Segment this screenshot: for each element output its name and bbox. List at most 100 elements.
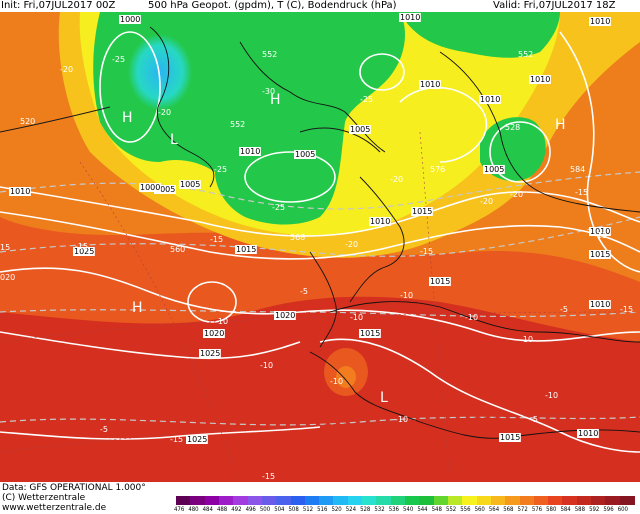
isobar-1025-south (0, 426, 321, 440)
legend-swatch (347, 496, 363, 505)
legend-swatch (519, 496, 535, 505)
pressure-label-bg (529, 75, 551, 84)
isobar-low-cell-3 (359, 53, 405, 91)
pressure-label-bg (294, 150, 316, 159)
pressure-label: 1020 (204, 329, 224, 338)
pressure-label-bg (479, 95, 501, 104)
legend-swatch (390, 496, 406, 505)
pressure-label: 1015 (412, 207, 432, 216)
website: www.wetterzentrale.de (2, 503, 107, 513)
pressure-label-bg (199, 349, 221, 358)
pressure-label-bg (186, 435, 208, 444)
temperature-label: -15 (594, 231, 607, 240)
temperature-label: -30 (262, 87, 275, 96)
pressure-label-bg (483, 165, 505, 174)
legend-swatch (333, 496, 349, 505)
legend-tick: 548 (431, 506, 442, 513)
pressure-label: 1005 (484, 165, 504, 174)
pressure-label-bg (589, 300, 611, 309)
pressure-label-bg (419, 80, 441, 89)
temperature-label: -10 (400, 291, 413, 300)
legend-tick: 568 (503, 506, 514, 513)
pressure-label: 1000 (140, 183, 160, 192)
pressure-label: 1005 (155, 185, 175, 194)
pressure-label: 1005 (295, 150, 315, 159)
legend-swatch (204, 496, 220, 505)
pressure-label-bg (429, 277, 451, 286)
isobar-1020 (0, 267, 640, 342)
coastline-scandinavia (349, 176, 405, 303)
legend-swatch (533, 496, 549, 505)
pressure-label: 1015 (500, 433, 520, 442)
geopot-label: 552 (262, 50, 277, 59)
field-cyan-low (128, 34, 192, 110)
geopot-contours (0, 106, 381, 153)
pressure-label-bg (203, 329, 225, 338)
pressure-label-bg (589, 17, 611, 26)
legend-tick: 560 (474, 506, 485, 513)
geopot-label: 520 (20, 117, 35, 126)
pressure-label: 1000 (120, 15, 140, 24)
legend-tick: 520 (331, 506, 342, 513)
temperature-label: -10 (520, 335, 533, 344)
temperature-label: -25 (360, 95, 373, 104)
legend-tick: 496 (245, 506, 256, 513)
pressure-label: 1010 (240, 147, 260, 156)
legend-tick: 592 (589, 506, 600, 513)
legend-swatch (304, 496, 320, 505)
pressure-label-bg (411, 207, 433, 216)
legend-swatch (576, 496, 592, 505)
legend-swatch (290, 496, 306, 505)
low-pressure-marker: L (380, 390, 388, 406)
legend-swatch (276, 496, 291, 505)
border-line (439, 51, 640, 213)
isobar-high-cell (187, 281, 237, 323)
legend-swatch (605, 496, 621, 505)
temperature-label: -20 (510, 190, 523, 199)
legend-swatch (490, 496, 506, 505)
pressure-label-bg (349, 125, 371, 134)
temperature-label: -10 (330, 377, 343, 386)
temperature-label: -10 (395, 415, 408, 424)
grid-line (79, 161, 241, 482)
high-pressure-marker: H (132, 300, 143, 316)
legend-tick: 540 (403, 506, 414, 513)
geopot-label: 552 (230, 120, 245, 129)
legend-tick: 484 (202, 506, 213, 513)
legend-tick: 588 (574, 506, 586, 513)
legend-swatch (562, 496, 578, 505)
geopot-label: 552 (518, 50, 533, 59)
temperature-label: -10 (260, 361, 273, 370)
isobar-east-cell (489, 121, 551, 183)
pressure-label-bg (119, 15, 141, 24)
legend-tick: 580 (546, 506, 557, 513)
legend-tick: 536 (388, 506, 399, 513)
isobars (0, 31, 640, 453)
legend-tick: 516 (317, 506, 328, 513)
legend-tick: 504 (274, 506, 285, 513)
pressure-label: 1015 (236, 245, 256, 254)
pressure-label: 1010 (590, 300, 610, 309)
coastline-britain (309, 251, 337, 348)
legend-tick: 556 (460, 506, 471, 513)
field-warm-core (336, 366, 356, 388)
pressure-label-bg (589, 250, 611, 259)
init-time: Init: Fri,07JUL2017 00Z (1, 0, 116, 11)
legend-swatch (376, 496, 392, 505)
pressure-label-bg (577, 429, 599, 438)
pressure-label: 1010 (370, 217, 390, 226)
legend-tick: 476 (174, 506, 185, 513)
legend-tick: 564 (488, 506, 500, 513)
pressure-label-bg (399, 13, 421, 22)
map-header: Init: Fri,07JUL2017 00Z 500 hPa Geopot. … (0, 0, 640, 12)
legend-tick: 488 (216, 506, 228, 513)
legend-tick: 552 (445, 506, 457, 513)
pressure-label: 1005 (180, 180, 200, 189)
grid-line (0, 311, 640, 343)
temperature-label: -20 (390, 175, 403, 184)
temperature-label: -15 (210, 235, 223, 244)
coastline-greenland (149, 26, 215, 188)
temperature-label: -25 (214, 165, 227, 174)
isobar (399, 86, 488, 163)
temperature-label: -15 (75, 242, 88, 251)
